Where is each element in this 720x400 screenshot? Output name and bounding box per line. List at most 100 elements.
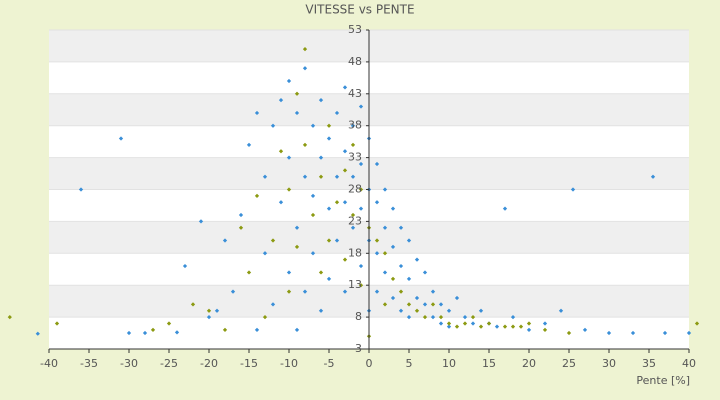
point [318,308,324,313]
point [374,238,380,243]
point [358,187,364,192]
y-tick-label: 3 [355,342,362,355]
point [294,225,300,230]
point [142,330,148,336]
y-tick-label: 48 [348,55,362,68]
point [650,174,656,179]
point [462,314,468,320]
point [326,238,332,243]
point [398,289,404,294]
y-tick-label: 53 [348,23,362,36]
point [358,283,364,288]
x-tick-label: 40 [682,357,696,370]
point [254,327,260,332]
point [174,330,180,335]
x-tick-label: -25 [160,357,178,370]
y-tick-label: 18 [348,246,362,259]
point [302,142,308,147]
point [310,193,316,199]
x-tick-label: -30 [120,357,138,370]
point [278,200,284,205]
point [454,295,460,301]
y-tick-label: 13 [348,278,362,291]
point [570,187,576,192]
point [35,331,40,336]
x-tick-label: 15 [482,357,496,370]
point [518,324,524,329]
point [662,330,668,336]
point [222,327,228,332]
point [326,136,332,141]
x-tick-label: -35 [80,357,98,370]
point [374,289,380,294]
point [206,308,212,313]
point [478,324,484,329]
point [286,187,292,192]
point [246,270,252,275]
point [310,251,316,256]
x-tick-label: 0 [366,357,373,370]
point [398,308,404,313]
point [294,327,300,332]
point [302,174,308,179]
point [406,314,412,320]
y-tick-label: 38 [348,119,362,132]
point [190,302,196,307]
point [374,161,380,167]
point [214,308,220,313]
point [246,142,252,147]
point [414,295,420,301]
point [262,251,268,256]
x-tick-label: 25 [562,357,576,370]
point [694,321,700,326]
point [382,225,388,230]
point [422,302,428,307]
point [374,251,380,256]
point [334,174,340,179]
point [342,200,348,205]
point [542,321,548,326]
point [254,193,260,199]
point [390,295,396,301]
point [462,321,468,326]
point [382,270,388,275]
y-tick-label: 28 [348,183,362,196]
point [342,257,348,262]
point [438,321,444,326]
point [350,212,356,218]
point [198,219,204,224]
point [542,327,548,332]
point [454,324,460,329]
point [270,238,276,243]
point [182,263,188,269]
point [438,314,444,320]
point [470,321,476,326]
point [406,276,412,281]
point [470,314,476,320]
point [7,314,12,320]
point [406,302,412,307]
point [302,289,308,294]
point [630,330,636,336]
x-axis-label: Pente [%] [636,374,690,387]
point [686,330,692,336]
point [350,225,356,230]
point [446,324,452,329]
point [262,314,268,320]
point [286,270,292,275]
point [342,168,348,173]
point [318,155,324,160]
point [566,330,572,336]
point [374,200,380,205]
point [606,330,612,336]
point [422,314,428,320]
point [310,212,316,218]
point [390,276,396,281]
x-tick-label: 20 [522,357,536,370]
point [342,289,348,294]
y-tick-label: 43 [348,87,362,100]
point [150,327,156,332]
point [358,263,364,269]
point [294,244,300,250]
